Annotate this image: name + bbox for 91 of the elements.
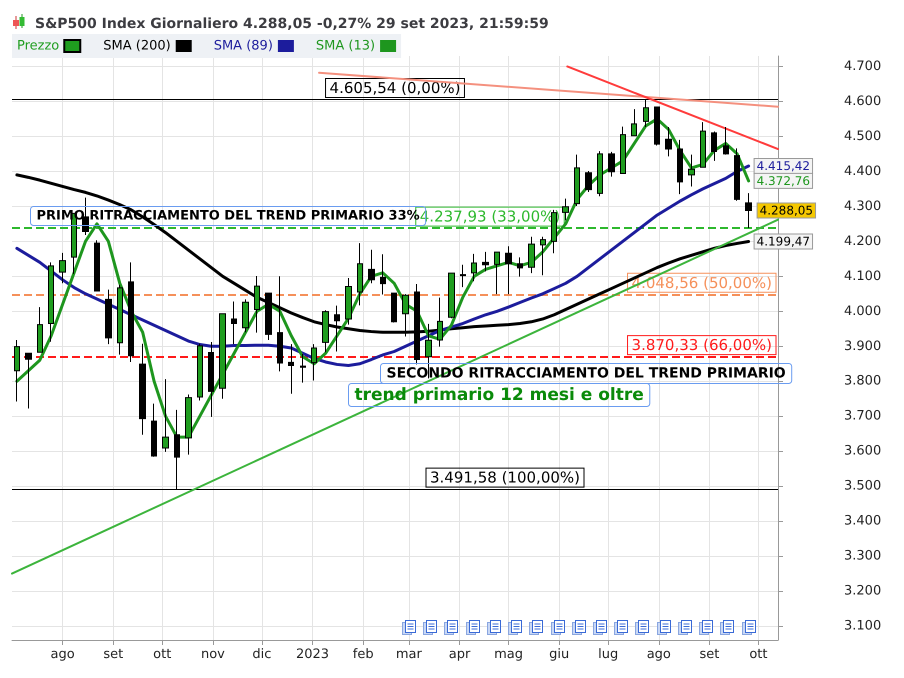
x-tick-label: dic bbox=[252, 647, 272, 662]
candlestick bbox=[288, 344, 294, 394]
candlestick bbox=[540, 236, 546, 276]
y-tick-label: 4.400 bbox=[844, 164, 882, 179]
candlestick bbox=[734, 148, 740, 202]
ref-line-label: 3.491,58 (100,00%) bbox=[430, 468, 580, 487]
candlestick bbox=[688, 154, 695, 187]
candlestick bbox=[391, 292, 397, 323]
y-tick-label: 3.500 bbox=[844, 478, 882, 494]
legend-label: Prezzo bbox=[16, 38, 60, 54]
y-tick-label: 4.000 bbox=[844, 304, 882, 319]
candlestick bbox=[368, 249, 375, 284]
candlestick bbox=[151, 403, 157, 458]
candlestick bbox=[597, 150, 603, 197]
y-tick-label: 3.800 bbox=[844, 374, 882, 389]
candlestick bbox=[482, 251, 489, 272]
candlestick bbox=[219, 313, 226, 400]
x-tick-label: nov bbox=[200, 647, 226, 662]
legend-label: SMA (13) bbox=[316, 38, 376, 54]
y-tick-label: 4.600 bbox=[844, 94, 882, 109]
candlestick bbox=[562, 198, 569, 221]
candlestick bbox=[700, 122, 706, 168]
y-tick-label: 4.500 bbox=[844, 128, 882, 144]
candlestick bbox=[59, 252, 66, 284]
candlestick bbox=[208, 342, 214, 418]
candlestick bbox=[197, 343, 203, 401]
y-tick-label: 3.400 bbox=[844, 514, 882, 529]
x-tick-label: ago bbox=[646, 647, 671, 662]
candlestick bbox=[25, 352, 32, 409]
candlestick bbox=[105, 289, 112, 345]
y-tick-label: 4.300 bbox=[844, 198, 882, 214]
candlestick bbox=[460, 264, 466, 288]
candlestick bbox=[585, 170, 592, 193]
legend-label: SMA (200) bbox=[103, 38, 171, 54]
candlestick bbox=[380, 254, 386, 295]
candlestick bbox=[723, 126, 729, 156]
ref-line-label: 4.605,54 (0,00%) bbox=[330, 79, 460, 98]
data-label: 4.415,42 bbox=[756, 159, 810, 174]
candlestick bbox=[665, 126, 672, 157]
candlestick bbox=[128, 262, 134, 362]
x-tick-label: ott bbox=[153, 647, 172, 662]
candlestick bbox=[94, 240, 100, 292]
text: 4.288,05 bbox=[760, 204, 814, 218]
y-tick-label: 3.300 bbox=[844, 548, 882, 564]
candlestick bbox=[300, 353, 306, 384]
x-tick-label: lug bbox=[598, 647, 618, 662]
x-tick-label: giu bbox=[549, 647, 570, 662]
candlestick bbox=[345, 278, 352, 326]
candlestick bbox=[242, 298, 249, 333]
candlestick bbox=[608, 151, 615, 178]
y-tick-label: 4.200 bbox=[844, 234, 882, 249]
y-tick-label: 3.600 bbox=[844, 444, 882, 459]
legend-label: SMA (89) bbox=[214, 38, 273, 54]
data-label: 4.372,76 bbox=[756, 174, 810, 188]
x-tick-label: set bbox=[699, 647, 720, 662]
y-tick-label: 3.700 bbox=[844, 408, 882, 424]
candlestick bbox=[620, 126, 626, 174]
candlestick bbox=[711, 131, 717, 162]
candlestick bbox=[231, 300, 237, 345]
candlestick bbox=[357, 242, 363, 306]
candlestick bbox=[505, 246, 512, 295]
y-tick-label: 3.900 bbox=[844, 338, 882, 354]
chart-title: S&P500 Index Giornaliero 4.288,05 -0,27% 29 set 2023, 21:59:59 bbox=[35, 16, 549, 32]
x-tick-label: mag bbox=[494, 647, 523, 662]
candlestick bbox=[517, 256, 523, 278]
candlestick bbox=[139, 343, 146, 436]
candlestick bbox=[677, 139, 683, 195]
x-tick-label: mar bbox=[396, 647, 423, 662]
x-tick-label: feb bbox=[352, 647, 374, 662]
y-tick-label: 3.200 bbox=[844, 584, 882, 599]
candlestick bbox=[528, 236, 535, 274]
x-tick-label: set bbox=[103, 647, 124, 662]
candlestick bbox=[574, 154, 580, 207]
data-label: 4.199,47 bbox=[756, 234, 810, 249]
x-tick-label: 2023 bbox=[296, 647, 330, 662]
candlestick bbox=[37, 306, 43, 353]
candlestick bbox=[654, 106, 660, 146]
candlestick bbox=[471, 253, 477, 282]
candlestick bbox=[311, 344, 317, 382]
candlestick bbox=[48, 262, 54, 342]
candlestick bbox=[117, 284, 123, 356]
x-tick-label: ott bbox=[749, 647, 768, 662]
y-tick-label: 4.700 bbox=[844, 58, 882, 74]
y-tick-label: 4.100 bbox=[844, 268, 882, 284]
candlestick bbox=[448, 272, 455, 319]
ref-line-label: 3.870,33 (66,00%) bbox=[632, 336, 772, 354]
y-tick-label: 3.100 bbox=[844, 618, 882, 634]
x-tick-label: ago bbox=[50, 647, 75, 662]
candlestick bbox=[494, 251, 500, 295]
candlestick bbox=[745, 192, 752, 229]
x-tick-label: apr bbox=[448, 647, 471, 662]
